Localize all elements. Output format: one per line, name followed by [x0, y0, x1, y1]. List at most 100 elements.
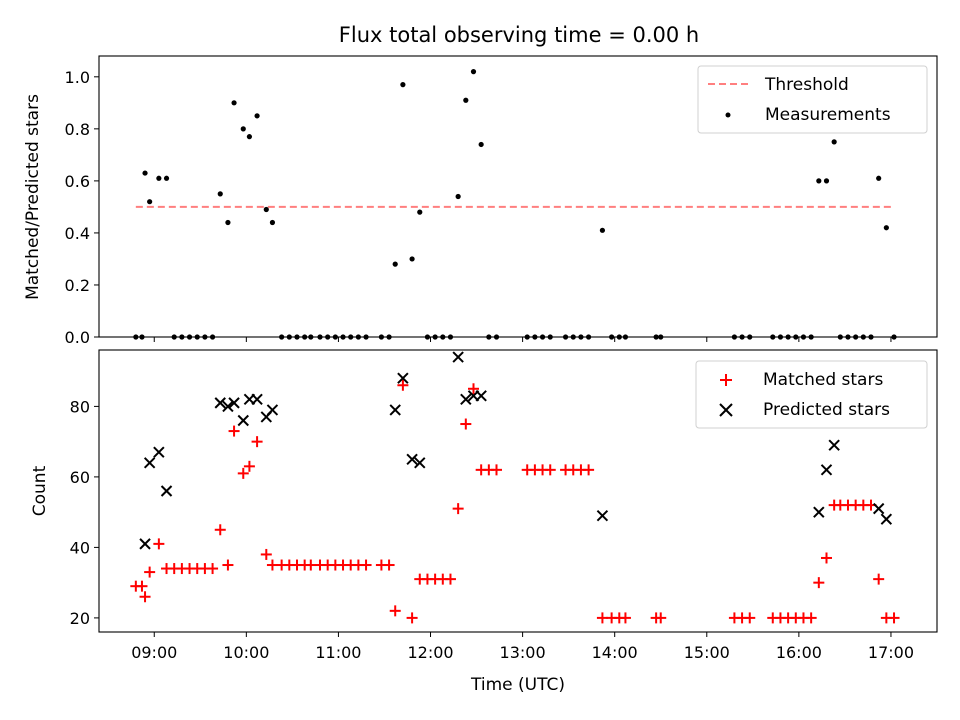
measurement-point [286, 334, 292, 340]
matched-star-point [305, 559, 317, 571]
top-y-tick-label: 0.2 [65, 276, 90, 295]
top-y-ticks: 0.0 0.2 0.4 0.6 0.8 1.0 [65, 68, 99, 347]
measurement-point [860, 334, 866, 340]
x-tick-label: 14:00 [592, 643, 638, 662]
measurement-point [747, 334, 753, 340]
measurement-point [793, 334, 799, 340]
measurement-point [202, 334, 208, 340]
matched-star-point [136, 580, 148, 592]
predicted-star-point [228, 397, 240, 409]
matched-star-point [596, 612, 608, 624]
measurement-point [493, 334, 500, 340]
measurement-point [432, 334, 438, 340]
predicted-star-point [820, 464, 833, 476]
bottom-panel: 20 40 60 80 09:00 10:00 11:00 12:00 13:00 14:00 1… [30, 349, 938, 695]
predicted-star-point [214, 397, 226, 409]
measurement-point [409, 256, 415, 262]
measurement-point [562, 334, 569, 340]
measurement-point [386, 334, 392, 340]
matched-star-point [744, 612, 756, 624]
predicted-star-point [452, 351, 464, 363]
measurement-point [883, 225, 889, 231]
measurement-point [845, 334, 851, 340]
predicted-star-point [266, 404, 279, 416]
top-plot-area [133, 69, 897, 340]
matched-star-point [214, 524, 226, 536]
measurement-point [139, 334, 145, 340]
matched-star-point [491, 464, 503, 476]
measurement-point [246, 134, 253, 140]
top-y-tick-label: 0.0 [65, 328, 90, 347]
measurement-point [486, 334, 492, 340]
top-y-axis-label: Matched/Predicted stars [23, 94, 43, 300]
bottom-y-axis-label: Count [30, 465, 50, 516]
legend-measurements-swatch [725, 112, 731, 118]
measurement-point [599, 227, 606, 233]
matched-star-point [389, 605, 401, 617]
measurement-point [179, 334, 185, 340]
legend-threshold-label: Threshold [764, 75, 849, 95]
measurement-point [868, 334, 874, 340]
predicted-star-point [153, 446, 165, 458]
measurement-point [532, 334, 538, 340]
measurement-point [470, 69, 477, 75]
measurement-point [770, 334, 776, 340]
matched-star-point [467, 383, 479, 395]
measurement-point [616, 334, 622, 340]
matched-star-point [873, 573, 885, 585]
predicted-star-point [139, 538, 151, 550]
bottom-y-tick-label: 80 [70, 397, 90, 416]
measurement-point [142, 170, 148, 176]
matched-star-point [237, 467, 249, 479]
measurement-point [186, 334, 193, 340]
matched-star-point [360, 559, 372, 571]
predicted-star-point [222, 400, 234, 413]
predicted-star-point [596, 509, 609, 522]
measurement-point [831, 139, 837, 145]
matched-star-point [383, 559, 395, 571]
measurement-point [808, 334, 814, 340]
predicted-star-point [397, 372, 409, 384]
measurement-point [240, 126, 246, 132]
measurement-point [800, 334, 807, 340]
matched-star-point [228, 425, 240, 437]
measurement-point [547, 334, 553, 340]
matched-star-point [444, 573, 456, 585]
matched-star-point [460, 418, 472, 430]
matched-star-point [260, 548, 272, 560]
top-legend: Threshold Measurements [697, 65, 928, 134]
predicted-star-point [475, 390, 487, 402]
predicted-star-point [160, 485, 173, 497]
measurement-point [156, 175, 162, 181]
measurement-point [269, 219, 276, 226]
measurement-point [325, 334, 331, 340]
measurement-point [891, 334, 897, 340]
x-tick-label: 09:00 [131, 643, 177, 662]
measurement-point [225, 219, 231, 226]
measurement-point [739, 334, 745, 340]
matched-star-point [397, 379, 409, 391]
matched-star-point [139, 591, 151, 603]
top-legend-box [697, 65, 928, 134]
measurement-point [217, 191, 223, 197]
top-y-tick-label: 1.0 [65, 68, 90, 87]
measurement-point [417, 209, 423, 215]
measurement-point [837, 334, 843, 340]
matched-star-point [452, 503, 464, 515]
measurement-point [570, 334, 576, 340]
legend-measurements-label: Measurements [765, 105, 891, 125]
x-tick-label: 16:00 [776, 643, 822, 662]
matched-star-point [222, 559, 234, 571]
x-tick-label: 10:00 [223, 643, 269, 662]
predicted-star-point [414, 457, 426, 469]
matched-star-point [655, 612, 667, 624]
measurement-point [332, 334, 338, 340]
legend-matched-label: Matched stars [763, 370, 883, 390]
predicted-star-point [813, 506, 825, 518]
measurement-point [816, 178, 822, 184]
measurement-point [355, 334, 361, 340]
measurement-point [302, 334, 308, 340]
measurement-point [209, 334, 216, 340]
measurement-point [447, 334, 454, 340]
